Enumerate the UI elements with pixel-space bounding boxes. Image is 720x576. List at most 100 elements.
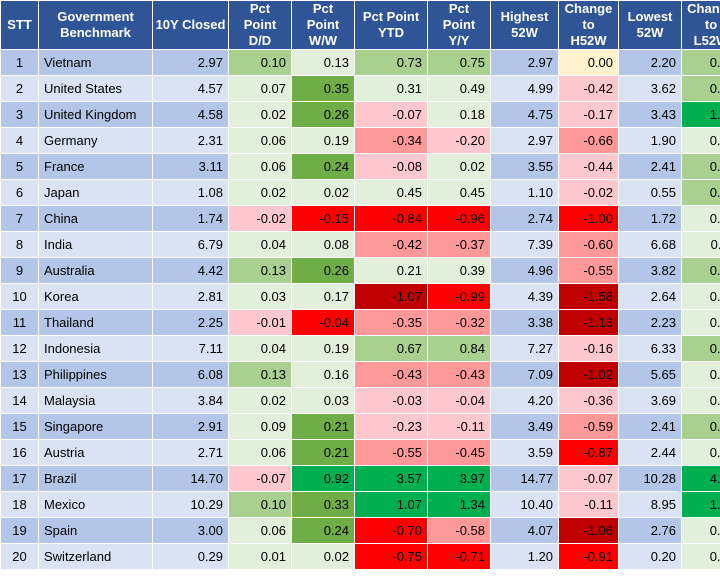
cell-pct-ww: 0.26	[291, 101, 355, 128]
cell-lowest-52w: 3.43	[618, 101, 682, 128]
cell-highest-52w: 3.59	[490, 439, 559, 466]
cell-pct-yy: 0.18	[427, 101, 491, 128]
cell-pct-ytd: -0.03	[354, 387, 428, 414]
header-text-line: 10Y Closed	[155, 17, 226, 32]
cell-pct-yy: 0.45	[427, 179, 491, 206]
header-text-line: Change	[687, 1, 720, 16]
cell-change-l52w: 0.02	[681, 205, 720, 232]
header-text-line: W/W	[308, 33, 338, 48]
cell-stt: 15	[0, 413, 39, 440]
cell-pct-dd: 0.03	[228, 283, 292, 310]
cell-highest-52w: 4.99	[490, 75, 559, 102]
cell-pct-ytd: -0.43	[354, 361, 428, 388]
cell-country: United Kingdom	[38, 101, 153, 128]
cell-highest-52w: 2.74	[490, 205, 559, 232]
cell-pct-yy: -0.37	[427, 231, 491, 258]
header-text-line: Government	[57, 9, 134, 24]
cell-highest-52w: 4.39	[490, 283, 559, 310]
header-text-line: Lowest	[627, 9, 673, 24]
cell-country: Singapore	[38, 413, 153, 440]
cell-change-h52w: -0.36	[558, 387, 619, 414]
cell-change-h52w: -0.02	[558, 179, 619, 206]
cell-pct-dd: -0.07	[228, 465, 292, 492]
table-row: 4 Germany 2.31 0.06 0.19 -0.34 -0.20 2.97 -0.66 1…	[0, 127, 720, 154]
cell-change-l52w: 4.42	[681, 465, 720, 492]
cell-change-h52w: -0.07	[558, 465, 619, 492]
header-pct-dd: Pct Point D/D	[228, 0, 292, 50]
cell-change-h52w: -0.55	[558, 257, 619, 284]
cell-change-l52w: 0.95	[681, 75, 720, 102]
cell-lowest-52w: 2.76	[618, 517, 682, 544]
cell-pct-dd: -0.01	[228, 309, 292, 336]
cell-country: Japan	[38, 179, 153, 206]
cell-10y-closed: 0.29	[152, 543, 229, 570]
cell-10y-closed: 3.11	[152, 153, 229, 180]
cell-stt: 11	[0, 309, 39, 336]
cell-country: China	[38, 205, 153, 232]
cell-change-l52w: 1.34	[681, 491, 720, 518]
header-text-line: L52W	[693, 33, 720, 48]
cell-change-h52w: -0.17	[558, 101, 619, 128]
cell-10y-closed: 4.58	[152, 101, 229, 128]
cell-pct-ytd: 0.67	[354, 335, 428, 362]
cell-change-l52w: 1.15	[681, 101, 720, 128]
cell-lowest-52w: 2.41	[618, 153, 682, 180]
header-text-line: STT	[7, 17, 32, 32]
cell-lowest-52w: 8.95	[618, 491, 682, 518]
cell-country: Australia	[38, 257, 153, 284]
cell-country: United States	[38, 75, 153, 102]
cell-pct-yy: -0.04	[427, 387, 491, 414]
cell-pct-dd: 0.02	[228, 387, 292, 414]
cell-stt: 13	[0, 361, 39, 388]
cell-change-l52w: 0.43	[681, 361, 720, 388]
cell-change-h52w: 0.00	[558, 49, 619, 76]
cell-stt: 6	[0, 179, 39, 206]
header-text-line: Pct Point	[362, 9, 420, 24]
cell-highest-52w: 14.77	[490, 465, 559, 492]
cell-pct-yy: -0.58	[427, 517, 491, 544]
cell-stt: 18	[0, 491, 39, 518]
header-pct-ww: Pct Point W/W	[291, 0, 355, 50]
table-row: 14 Malaysia 3.84 0.02 0.03 -0.03 -0.04 4.20 -0.3…	[0, 387, 720, 414]
cell-10y-closed: 2.97	[152, 49, 229, 76]
cell-country: Switzerland	[38, 543, 153, 570]
cell-10y-closed: 2.81	[152, 283, 229, 310]
cell-stt: 1	[0, 49, 39, 76]
cell-country: Brazil	[38, 465, 153, 492]
cell-pct-ww: 0.16	[291, 361, 355, 388]
header-text-line: to	[582, 17, 595, 32]
cell-change-l52w: 0.11	[681, 231, 720, 258]
cell-country: Mexico	[38, 491, 153, 518]
cell-pct-ytd: -0.34	[354, 127, 428, 154]
table-body: 1 Vietnam 2.97 0.10 0.13 0.73 0.75 2.97 0.00 2.20…	[0, 49, 720, 570]
header-text-line: Highest	[500, 9, 549, 24]
cell-change-h52w: -0.16	[558, 335, 619, 362]
cell-change-h52w: -0.66	[558, 127, 619, 154]
cell-pct-dd: 0.13	[228, 257, 292, 284]
header-text-line: Change	[564, 1, 613, 16]
cell-change-l52w: 0.41	[681, 127, 720, 154]
cell-lowest-52w: 10.28	[618, 465, 682, 492]
cell-pct-dd: 0.02	[228, 101, 292, 128]
cell-change-l52w: 0.25	[681, 517, 720, 544]
cell-pct-ytd: -1.07	[354, 283, 428, 310]
cell-change-l52w: 0.09	[681, 543, 720, 570]
table-row: 6 Japan 1.08 0.02 0.02 0.45 0.45 1.10 -0.02 0.55 0…	[0, 179, 720, 206]
cell-pct-yy: -0.99	[427, 283, 491, 310]
header-row: STT Government Benchmark 10Y Closed Pct Point…	[0, 0, 720, 50]
cell-stt: 12	[0, 335, 39, 362]
cell-pct-ww: 0.24	[291, 517, 355, 544]
cell-highest-52w: 10.40	[490, 491, 559, 518]
cell-pct-ytd: 3.57	[354, 465, 428, 492]
table-row: 1 Vietnam 2.97 0.10 0.13 0.73 0.75 2.97 0.00 2.20…	[0, 49, 720, 76]
cell-country: Vietnam	[38, 49, 153, 76]
cell-pct-ytd: -0.84	[354, 205, 428, 232]
cell-highest-52w: 4.75	[490, 101, 559, 128]
cell-lowest-52w: 2.64	[618, 283, 682, 310]
cell-change-h52w: -1.13	[558, 309, 619, 336]
cell-10y-closed: 10.29	[152, 491, 229, 518]
cell-country: France	[38, 153, 153, 180]
table-row: 2 United States 4.57 0.07 0.35 0.31 0.49 4.99 -0…	[0, 75, 720, 102]
cell-change-h52w: -1.00	[558, 205, 619, 232]
